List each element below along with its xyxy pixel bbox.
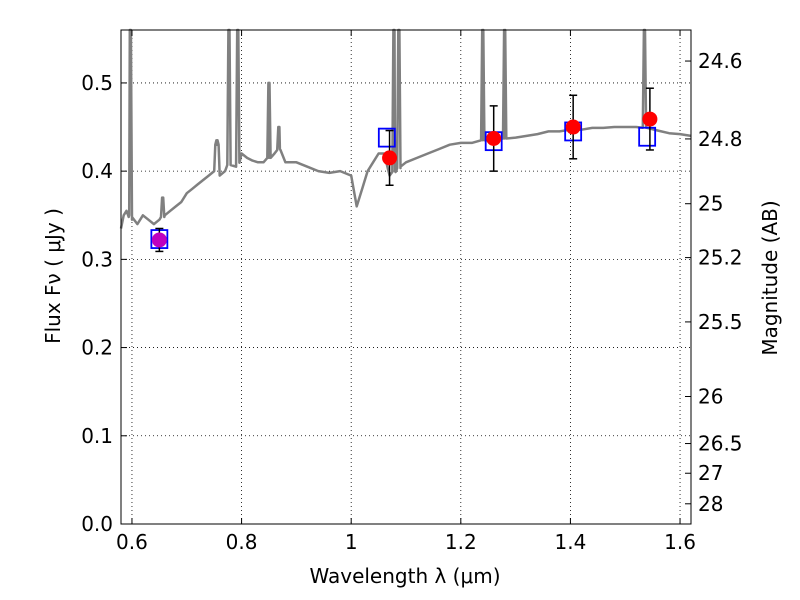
y2-tick-label: 24.8 xyxy=(698,127,743,151)
observed-point xyxy=(642,111,658,127)
y2-axis-label: Magnitude (AB) xyxy=(758,200,782,355)
x-tick-label: 1.2 xyxy=(445,530,477,554)
plot-frame xyxy=(120,29,692,525)
y-tick-label: 0.4 xyxy=(81,159,113,183)
y-tick-label: 0.3 xyxy=(81,247,113,271)
x-tick-label: 1 xyxy=(345,530,358,554)
y2-tick-label: 26.5 xyxy=(698,432,743,456)
y2-tick-label: 25.2 xyxy=(698,246,743,270)
y-tick-label: 0.2 xyxy=(81,336,113,360)
x-axis-ticks: 0.6 0.8 1 1.2 1.4 1.6 xyxy=(116,30,696,554)
y2-tick-label: 27 xyxy=(698,461,723,485)
x-tick-label: 1.4 xyxy=(555,530,587,554)
y2-tick-label: 25.5 xyxy=(698,310,743,334)
y-tick-label: 0.0 xyxy=(81,512,113,536)
x-tick-label: 0.6 xyxy=(116,530,148,554)
observed-points xyxy=(151,111,658,248)
x-tick-label: 1.6 xyxy=(664,530,696,554)
y2-axis-ticks: 24.6 24.8 25 25.2 25.5 26 26.5 27 28 xyxy=(685,49,743,516)
model-photometry-box xyxy=(638,126,657,147)
model-spectrum-line xyxy=(119,28,692,229)
observed-point xyxy=(486,131,502,147)
model-photometry-box xyxy=(377,127,396,148)
x-tick-label: 0.8 xyxy=(226,530,258,554)
observed-point xyxy=(151,232,167,248)
model-spectrum-layer xyxy=(119,28,692,229)
observed-point xyxy=(382,150,398,166)
y-tick-label: 0.5 xyxy=(81,71,113,95)
y2-tick-label: 24.6 xyxy=(698,49,743,73)
x-axis-label: Wavelength λ (μm) xyxy=(309,564,500,588)
y-axis-ticks: 0.0 0.1 0.2 0.3 0.4 0.5 xyxy=(81,71,127,536)
observed-point xyxy=(565,119,581,135)
y-axis-label: Flux Fν ( μJy ) xyxy=(41,208,65,344)
y-tick-label: 0.1 xyxy=(81,424,113,448)
y2-tick-label: 26 xyxy=(698,384,723,408)
y2-tick-label: 28 xyxy=(698,492,723,516)
y2-tick-label: 25 xyxy=(698,192,723,216)
grid-lines xyxy=(121,30,691,524)
